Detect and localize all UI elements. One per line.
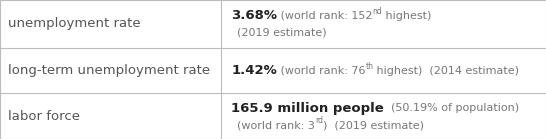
Text: (50.19% of population): (50.19% of population) [384,103,519,113]
Text: 3.68%: 3.68% [231,9,277,23]
Text: (world rank: 76: (world rank: 76 [277,66,365,75]
Text: 1.42%: 1.42% [231,64,277,77]
Text: th: th [365,62,373,70]
Text: labor force: labor force [8,110,80,123]
Text: (2019 estimate): (2019 estimate) [237,28,327,38]
Text: 165.9 million people: 165.9 million people [231,102,384,115]
Text: (world rank: 3: (world rank: 3 [237,120,315,130]
Text: long-term unemployment rate: long-term unemployment rate [8,64,210,77]
Text: )  (2019 estimate): ) (2019 estimate) [323,120,424,130]
Text: highest): highest) [382,11,432,21]
Text: unemployment rate: unemployment rate [8,18,141,30]
Text: rd: rd [315,116,323,125]
Text: (world rank: 152: (world rank: 152 [277,11,372,21]
Text: highest)  (2014 estimate): highest) (2014 estimate) [373,66,519,75]
Text: nd: nd [372,7,382,16]
